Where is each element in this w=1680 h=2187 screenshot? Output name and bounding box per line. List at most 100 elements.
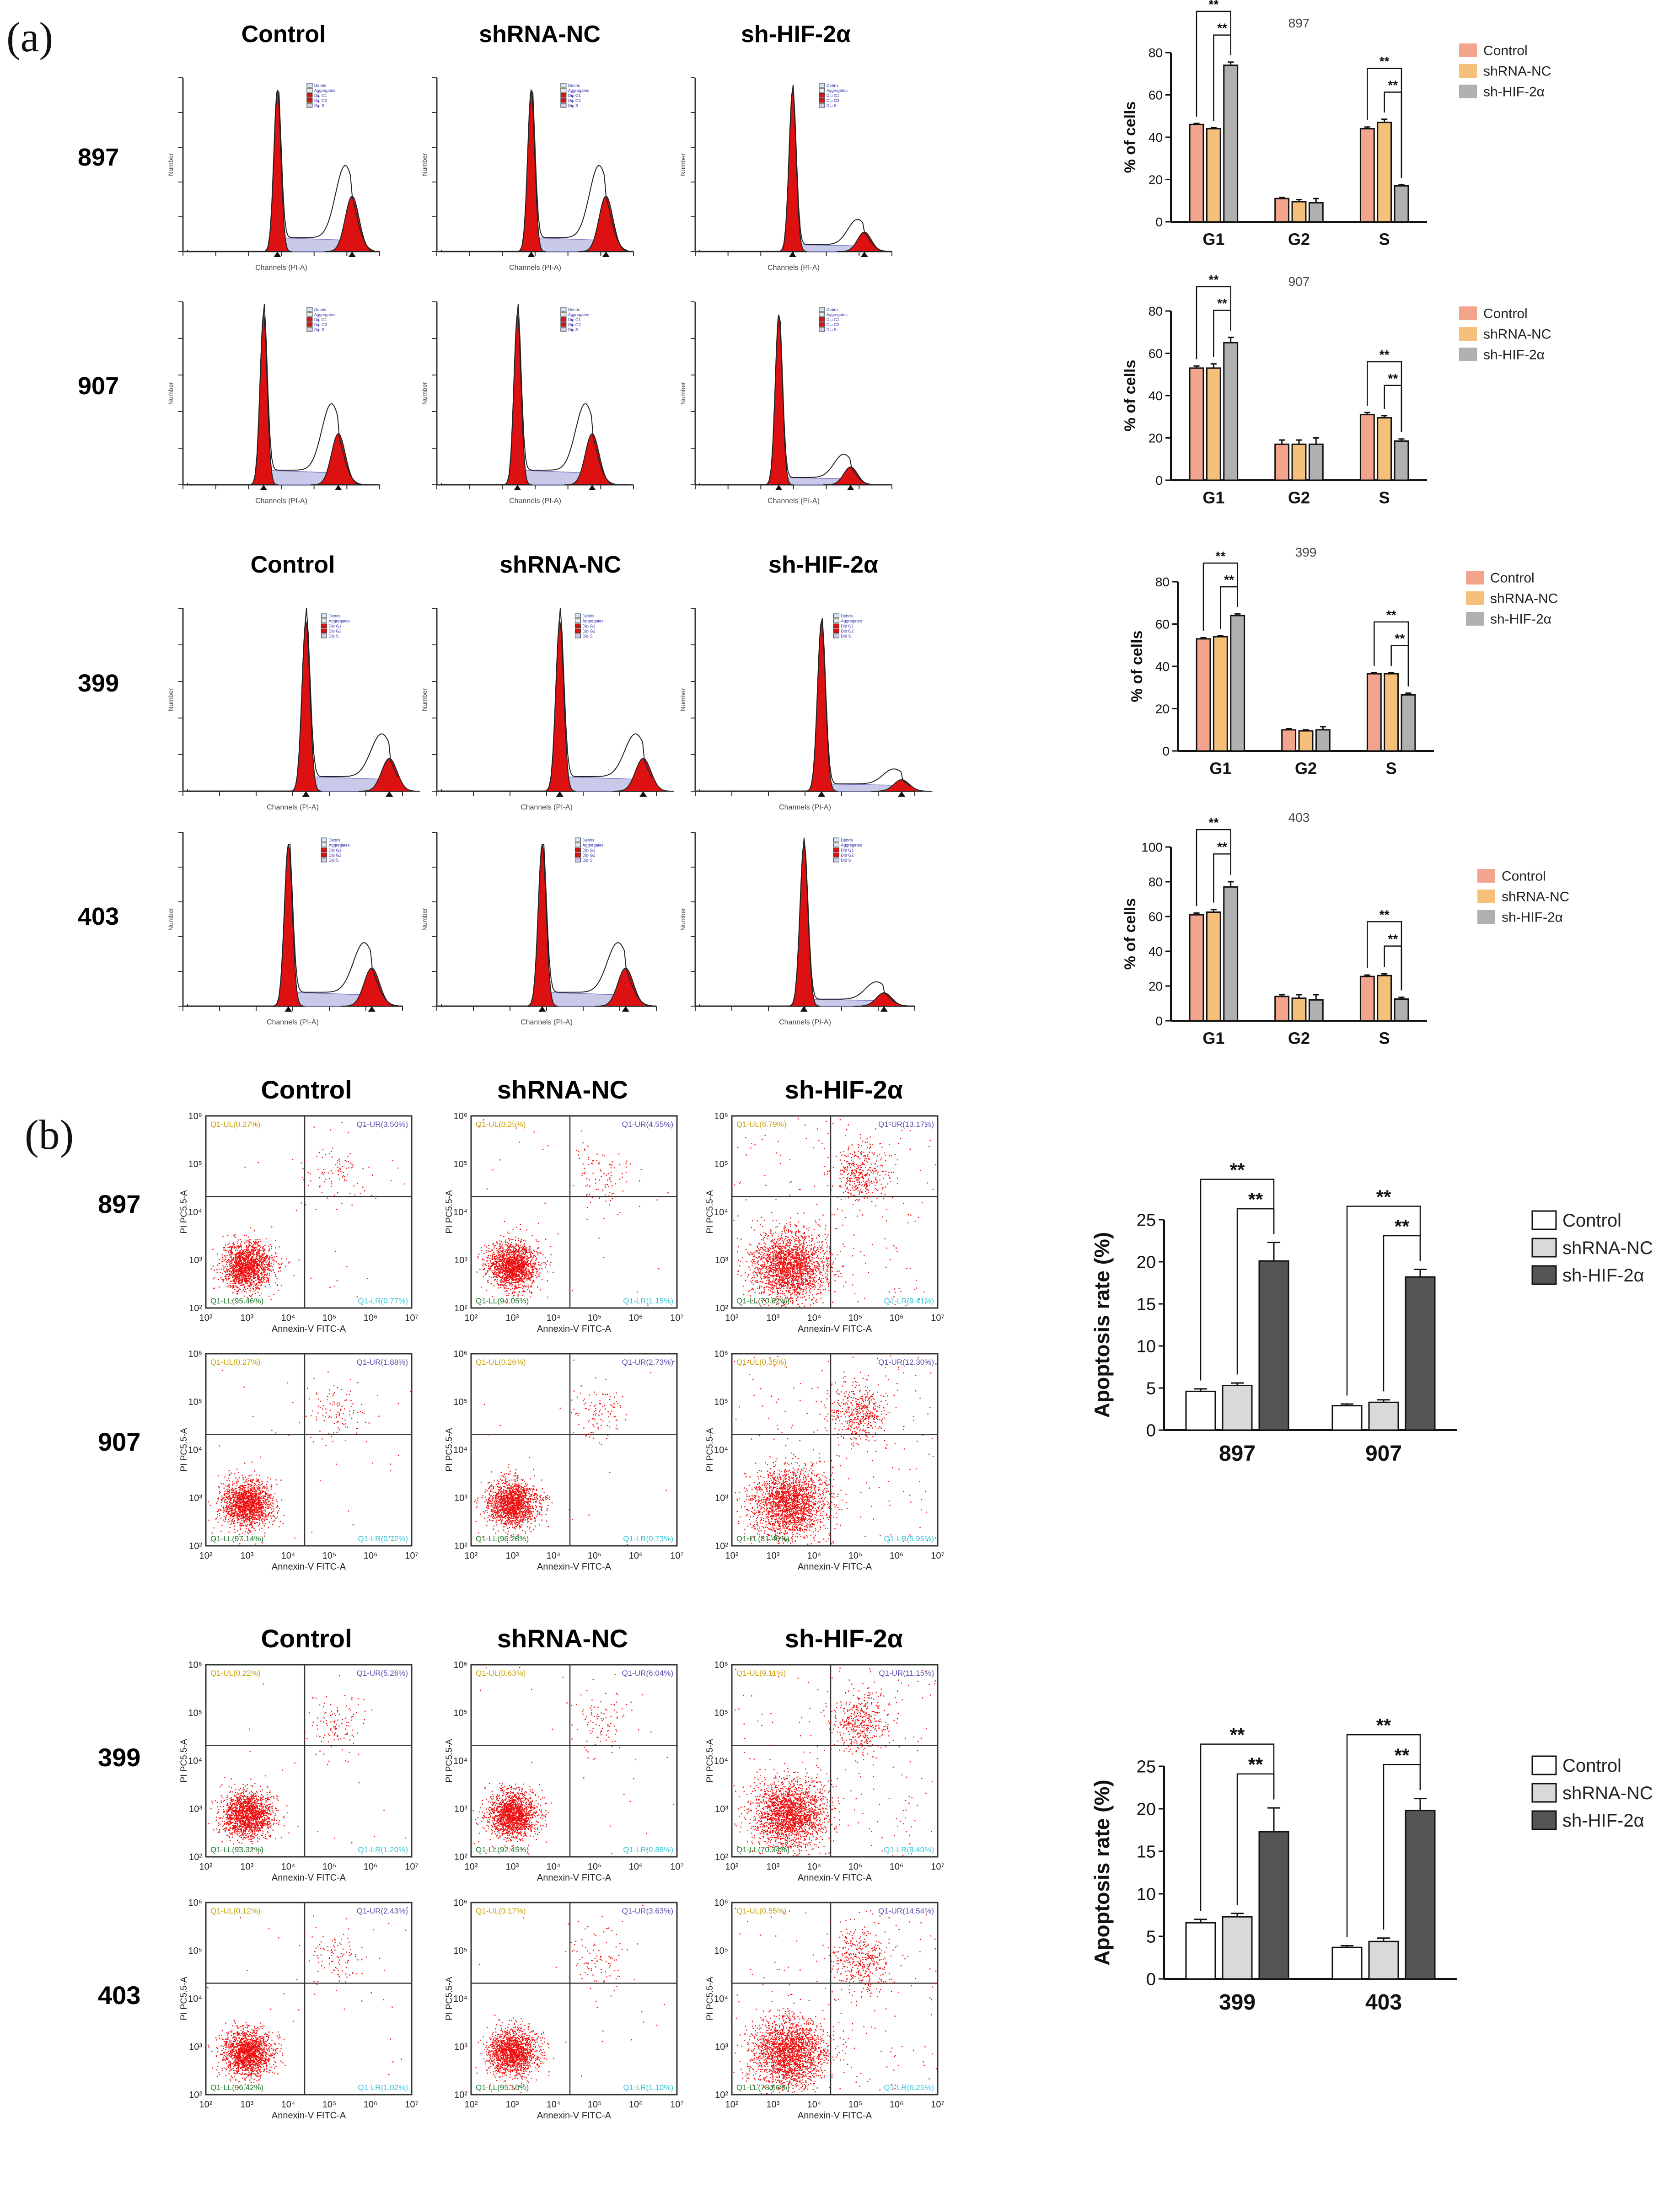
- scatter-y-tick: 10⁴: [453, 1756, 467, 1766]
- scatter-x-tick: 10⁶: [890, 2100, 903, 2110]
- histogram-g2-peak: [324, 195, 380, 252]
- legend-label: shRNA-NC: [1483, 327, 1551, 342]
- scatter-x-tick: 10³: [506, 1551, 519, 1561]
- histogram-y-label: Number: [679, 382, 687, 405]
- bar-y-tick-label: 25: [1137, 1757, 1156, 1776]
- histogram-peak-marker: [880, 1006, 888, 1012]
- histogram-legend-swatch: [574, 842, 581, 847]
- a-col-header-sh-hif2a: sh-HIF-2α: [741, 21, 851, 48]
- bar: [1274, 198, 1290, 223]
- quadrant-ll-label: Q1-LL(78.66%): [736, 2083, 789, 2092]
- bar: [1315, 729, 1331, 752]
- scatter-x-tick: 10³: [241, 1313, 254, 1323]
- histogram-legend-label: Dip G1: [582, 624, 595, 628]
- histogram-legend-swatch: [321, 628, 327, 633]
- significance-bracket: [1196, 829, 1231, 906]
- scatter-dots: [734, 1355, 937, 1545]
- significance-stars: **: [1217, 296, 1227, 311]
- bar: [1281, 729, 1297, 752]
- quadrant-ur-label: Q1-UR(13.17%): [878, 1120, 934, 1129]
- histogram-plot: Channels (PI-A)NumberDebrisAggregatesDip…: [167, 832, 403, 1026]
- histogram-envelope-line: [187, 304, 374, 485]
- bar-y-tick-label: 100: [1141, 840, 1163, 854]
- quadrant-ul-label: Q1-UL(0.27%): [210, 1358, 261, 1367]
- histogram-legend-swatch: [819, 88, 825, 93]
- scatter-y-tick: 10⁴: [188, 1994, 202, 2004]
- scatter-y-tick: 10²: [189, 1852, 202, 1862]
- significance-stars: **: [1217, 21, 1227, 35]
- legend-label: sh-HIF-2α: [1562, 1265, 1644, 1286]
- bar: [1223, 886, 1239, 1022]
- histogram-y-label: Number: [679, 153, 687, 176]
- scatter-x-tick: 10⁷: [670, 1313, 683, 1323]
- scatter-x-tick: 10⁷: [405, 1313, 418, 1323]
- b-col-header-control: Control: [261, 1075, 352, 1104]
- significance-bracket: [1384, 385, 1402, 433]
- histogram-legend-label: Debris: [841, 614, 853, 618]
- legend-swatch: [1466, 571, 1484, 584]
- scatter-x-tick: 10⁵: [322, 1551, 337, 1561]
- scatter-frame: [205, 1353, 413, 1547]
- histogram-envelope-line: [699, 618, 911, 792]
- bar: [1359, 128, 1375, 223]
- scatter-y-tick: 10³: [454, 1804, 467, 1814]
- scatter-y-label: PI PC5.5-A: [179, 1428, 189, 1471]
- histogram-peak-marker: [538, 1006, 546, 1012]
- histogram-legend-swatch: [560, 93, 567, 98]
- scatter-x-tick: 10⁵: [322, 1862, 337, 1872]
- scatter-y-tick: 10⁴: [188, 1207, 202, 1217]
- scatter-x-label: Annexin-V FITC-A: [537, 1562, 612, 1572]
- legend-swatch: [1466, 612, 1484, 626]
- a-col-header-shrna-nc: shRNA-NC: [479, 21, 601, 48]
- scatter-y-tick: 10²: [189, 2090, 202, 2100]
- quadrant-ll-label: Q1-LL(96.42%): [210, 2083, 263, 2092]
- histogram-x-label: Channels (PI-A): [509, 497, 561, 505]
- histogram-legend-label: Aggregates: [328, 843, 350, 847]
- bar-y-tick-label: 15: [1137, 1295, 1156, 1314]
- scatter-y-tick: 10⁶: [188, 1898, 202, 1908]
- scatter-x-tick: 10⁵: [588, 1862, 602, 1872]
- scatter-y-tick: 10⁶: [714, 1660, 728, 1670]
- scatter-x-label: Annexin-V FITC-A: [272, 1873, 346, 1883]
- histogram-legend-swatch: [833, 618, 839, 623]
- histogram-legend-label: Dip S: [827, 103, 837, 108]
- histogram-legend-swatch: [306, 307, 313, 312]
- histogram-plot: Channels (PI-A)NumberDebrisAggregatesDip…: [421, 77, 634, 272]
- scatter-y-label: PI PC5.5-A: [445, 1190, 454, 1233]
- legend-swatch: [1477, 890, 1495, 903]
- histogram-legend-label: Dip G2: [568, 98, 581, 103]
- histogram-legend-swatch: [560, 103, 567, 108]
- scatter-y-tick: 10⁶: [454, 1898, 467, 1908]
- scatter-y-tick: 10⁴: [453, 1207, 467, 1217]
- bar-y-tick-label: 60: [1149, 910, 1163, 924]
- bar-chart: 0 20 40 60 80 % of cells 907 G1 G2 S ** ** ** ** Contr…: [1122, 273, 1551, 507]
- legend-label: Control: [1490, 571, 1535, 586]
- b-row-label-907: 907: [98, 1427, 140, 1456]
- bar-y-tick-label: 10: [1137, 1885, 1156, 1904]
- legend-swatch: [1477, 910, 1495, 924]
- scatter-x-label: Annexin-V FITC-A: [798, 2111, 872, 2121]
- scatter-x-tick: 10⁵: [588, 1551, 602, 1561]
- quadrant-lr-label: Q1-LR(0.77%): [358, 1297, 408, 1305]
- histogram-y-label: Number: [167, 908, 174, 931]
- bar-y-tick-label: 0: [1155, 215, 1163, 229]
- quadrant-ul-label: Q1-UL(0.12%): [210, 1907, 261, 1915]
- scatter-dots: [733, 1118, 936, 1308]
- scatter-y-tick: 10⁵: [188, 1946, 202, 1956]
- legend-swatch: [1531, 1755, 1557, 1775]
- scatter-y-tick: 10⁵: [188, 1708, 202, 1718]
- legend-swatch: [1466, 591, 1484, 605]
- scatter-y-tick: 10⁵: [188, 1159, 202, 1169]
- scatter-y-tick: 10²: [715, 1303, 728, 1313]
- histogram-peak-marker: [818, 791, 825, 797]
- bar-y-tick-label: 40: [1155, 659, 1170, 674]
- scatter-dots: [210, 1122, 405, 1301]
- histogram-legend-swatch: [819, 307, 825, 312]
- scatter-plot: Q1-UL(0.25%) Q1-UR(4.55%) Q1-LL(94.05%) Q1-…: [445, 1111, 684, 1334]
- significance-bracket: [1213, 853, 1231, 903]
- scatter-x-tick: 10³: [506, 1313, 519, 1323]
- histogram-legend-swatch: [833, 837, 839, 842]
- histogram-peak-marker: [274, 252, 281, 257]
- histogram-legend-label: Dip G2: [827, 322, 839, 327]
- histogram-legend-label: Debris: [582, 838, 595, 842]
